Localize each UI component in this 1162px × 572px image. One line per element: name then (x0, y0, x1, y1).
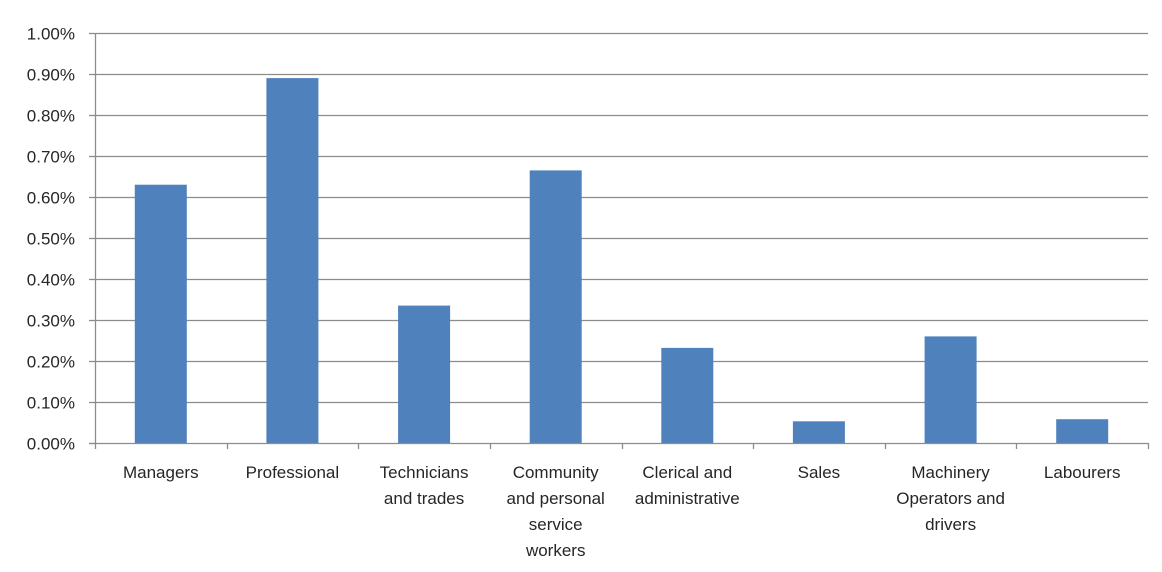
y-tick-label: 0.60% (27, 189, 75, 208)
x-tick-label-line: Professional (246, 463, 340, 482)
x-tick-label-line: Sales (798, 463, 841, 482)
y-tick-label: 0.70% (27, 148, 75, 167)
bar (924, 336, 977, 443)
bar (792, 421, 845, 443)
x-tick-label: Machinery Operators and drivers (896, 463, 1005, 534)
x-tick-label: Labourers (1044, 463, 1121, 482)
bar (661, 347, 714, 443)
y-tick-label: 0.40% (27, 271, 75, 290)
y-tick-label: 0.50% (27, 230, 75, 249)
x-tick-label-line: workers (525, 541, 586, 560)
x-tick-label-line: administrative (635, 489, 740, 508)
x-tick-label-line: and personal (507, 489, 605, 508)
x-tick-label-line: Machinery (911, 463, 990, 482)
x-tick-label-line: Operators and (896, 489, 1005, 508)
x-tick-label: Clerical and administrative (635, 463, 740, 508)
bar (529, 170, 582, 443)
y-tick-labels: 0.00% 0.10% 0.20% 0.30% 0.40% 0.50% 0.60% 0.70%… (27, 25, 75, 454)
x-tick-label: Professional (246, 463, 340, 482)
bar (134, 184, 187, 443)
x-tick-labels: Managers Professional Technicians and trade… (123, 463, 1120, 560)
x-tick-label: Technicians and trades (380, 463, 469, 508)
y-tick-label: 0.80% (27, 107, 75, 126)
x-tick-label-line: and trades (384, 489, 464, 508)
x-tick-label: Sales (798, 463, 841, 482)
bar (398, 305, 451, 443)
x-tick-label-line: Community (513, 463, 599, 482)
axes (89, 32, 1150, 449)
x-tick-label-line: service (529, 515, 583, 534)
x-tick-label-line: drivers (925, 515, 976, 534)
y-tick-label: 0.20% (27, 353, 75, 372)
y-tick-label: 0.90% (27, 66, 75, 85)
y-tick-label: 0.00% (27, 435, 75, 454)
x-tick-label: Community and personal service workers (507, 463, 605, 560)
y-tick-label: 1.00% (27, 25, 75, 44)
bar (266, 78, 319, 443)
x-tick-label-line: Technicians (380, 463, 469, 482)
x-tick-label: Managers (123, 463, 199, 482)
y-tick-label: 0.30% (27, 312, 75, 331)
bars (134, 78, 1109, 443)
x-tick-label-line: Labourers (1044, 463, 1121, 482)
gridlines (95, 32, 1148, 404)
x-tick-label-line: Clerical and (642, 463, 732, 482)
y-tick-label: 0.10% (27, 394, 75, 413)
bar (1056, 419, 1109, 443)
x-tick-label-line: Managers (123, 463, 199, 482)
